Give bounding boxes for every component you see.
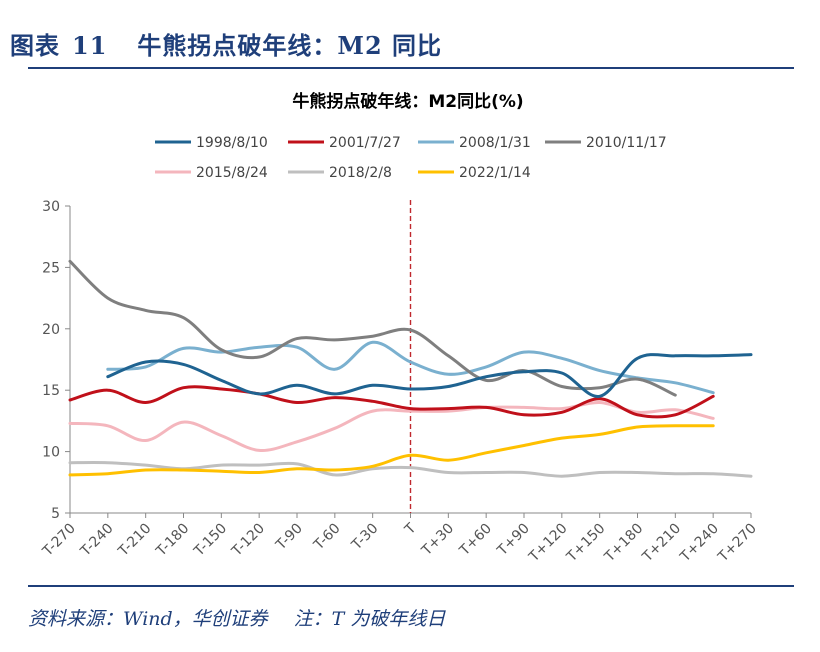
series-line-2008-1-31 [106, 340, 715, 395]
x-tick-label: T-150 [191, 521, 231, 561]
x-tick-label: T-90 [272, 521, 305, 554]
legend-entry: 2022/1/14 [459, 165, 531, 181]
y-tick-label: 5 [51, 506, 60, 522]
x-tick-label: T+240 [677, 521, 722, 566]
source-text: 资料来源：Wind，华创证券 [28, 608, 268, 630]
x-tick-label: T+150 [563, 521, 608, 566]
x-tick-label: T+60 [456, 521, 495, 560]
legend-entry: 2010/11/17 [586, 135, 667, 151]
chart-title: 牛熊拐点破年线：M2同比(%) [292, 91, 523, 112]
y-tick-label: 20 [42, 322, 60, 338]
x-tick-label: T-30 [348, 521, 381, 554]
x-tick-label: T+180 [601, 521, 646, 566]
y-tick-label: 30 [42, 199, 60, 215]
series-line-2001-7-27 [68, 385, 715, 419]
footnote-text: 注：T 为破年线日 [293, 608, 446, 630]
figure-number: 11 [72, 31, 108, 60]
figure-title: 图表 11 牛熊拐点破年线：M2 同比 [10, 26, 442, 61]
series-line-2022-1-14 [68, 424, 715, 477]
series-line-1998-8-10 [106, 353, 753, 398]
x-tick-label: T [401, 520, 419, 538]
legend-entry: 2015/8/24 [196, 165, 268, 181]
x-tick-label: T-180 [153, 521, 193, 561]
series-line-2015-8-24 [68, 400, 715, 452]
source-note: 资料来源：Wind，华创证券 注：T 为破年线日 [28, 604, 445, 631]
legend-entry: 1998/8/10 [196, 135, 268, 151]
x-tick-label: T+30 [418, 521, 457, 560]
series-line-2010-11-17 [68, 259, 677, 397]
chart-series [68, 259, 753, 478]
y-tick-label: 15 [42, 383, 60, 399]
bottom-divider [28, 585, 794, 587]
y-tick-label: 10 [42, 445, 60, 461]
x-tick-label: T-240 [77, 521, 117, 561]
x-tick-label: T-120 [228, 521, 268, 561]
top-divider [28, 67, 794, 69]
x-tick-label: T+210 [639, 521, 684, 566]
chart-legend: 1998/8/10 2001/7/27 2008/1/31 2010/11/17 201… [155, 135, 667, 181]
x-tick-label: T-60 [310, 521, 343, 554]
x-tick-label: T+270 [715, 521, 760, 566]
x-tick-label: T-210 [115, 521, 155, 561]
figure-heading: 牛熊拐点破年线：M2 同比 [137, 31, 443, 60]
legend-entry: 2018/2/8 [329, 165, 392, 181]
legend-entry: 2008/1/31 [459, 135, 531, 151]
legend-entry: 2001/7/27 [329, 135, 401, 151]
x-tick-label: T+120 [525, 521, 570, 566]
y-tick-label: 25 [42, 260, 60, 276]
figure-label: 图表 [10, 31, 60, 60]
x-tick-label: T-270 [39, 521, 79, 561]
